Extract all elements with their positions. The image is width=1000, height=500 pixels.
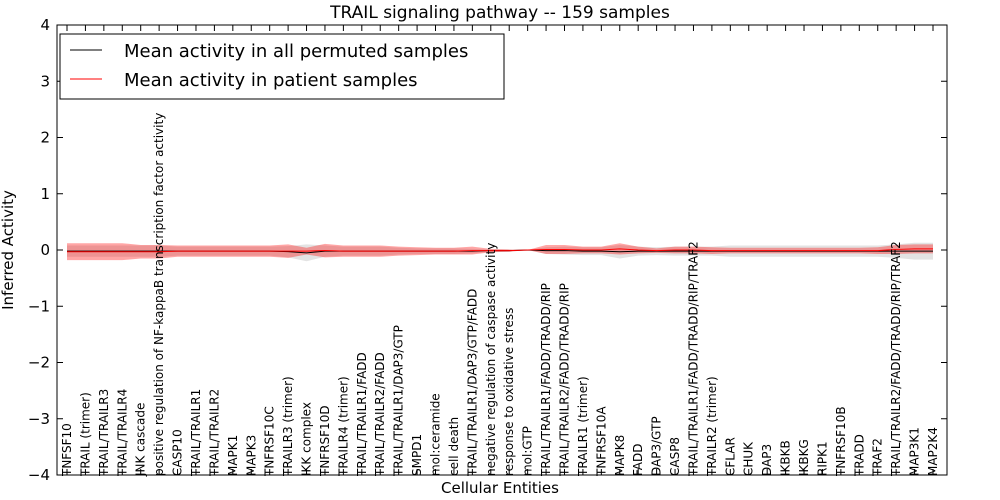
x-tick-label: TRAIL/TRAILR1/FADD bbox=[355, 352, 369, 477]
y-tick-label: 1 bbox=[40, 185, 50, 203]
band-permuted bbox=[67, 242, 933, 262]
x-tick-label: TNFRSF10C bbox=[263, 406, 277, 477]
x-tick-label: CASP8 bbox=[668, 437, 682, 476]
x-tick-label: TRAIL/TRAILR2/FADD/TRADD/RIP/TRAF2 bbox=[889, 241, 903, 477]
y-tick-label: −1 bbox=[28, 297, 50, 315]
x-tick-label: MAP2K4 bbox=[926, 427, 940, 476]
y-tick-label: −2 bbox=[28, 354, 50, 372]
x-tick-label: mol:GTP bbox=[521, 426, 535, 476]
x-tick-label: TRAILR2 (trimer) bbox=[705, 376, 719, 477]
plot-area bbox=[67, 242, 933, 262]
y-axis-label: Inferred Activity bbox=[0, 190, 17, 310]
x-tick-label: TNFRSF10B bbox=[834, 406, 848, 477]
x-tick-label: TRAIL/TRAILR1 bbox=[189, 389, 203, 477]
chart-title: TRAIL signaling pathway -- 159 samples bbox=[329, 3, 670, 23]
x-tick-label: IKK complex bbox=[300, 402, 314, 476]
y-tick-label: 2 bbox=[40, 129, 50, 147]
legend-box bbox=[59, 33, 505, 100]
x-tick-label: negative regulation of caspase activity bbox=[484, 243, 498, 476]
legend-label-permuted: Mean activity in all permuted samples bbox=[124, 41, 468, 62]
x-tick-label: MAPK3 bbox=[244, 435, 258, 476]
x-tick-label: MAPK8 bbox=[613, 435, 627, 476]
x-tick-label: TRAIL/TRAILR3 bbox=[97, 389, 111, 477]
x-tick-label: TRAIL/TRAILR2 bbox=[207, 389, 221, 477]
x-tick-label: TNFSF10 bbox=[60, 423, 74, 477]
x-tick-label: TRAIL/TRAILR2/FADD/TRADD/RIP bbox=[557, 283, 571, 477]
x-tick-label: TRAIL/TRAILR1/DAP3/GTP/FADD bbox=[465, 289, 479, 477]
x-tick-label: TRAF2 bbox=[871, 438, 885, 477]
x-tick-label: positive regulation of NF-kappaB transcr… bbox=[152, 113, 166, 476]
plot-frame bbox=[56, 24, 948, 476]
x-tick-label: TRAILR4 (trimer) bbox=[336, 376, 350, 477]
x-axis-label: Cellular Entities bbox=[441, 479, 559, 497]
y-tick-label: −3 bbox=[28, 410, 50, 428]
y-tick-label: 3 bbox=[40, 72, 50, 90]
x-axis bbox=[66, 25, 934, 475]
x-tick-label: MAP3K1 bbox=[908, 427, 922, 476]
x-tick-label: TRAIL/TRAILR4 bbox=[115, 389, 129, 477]
x-tick-label: TRAIL/TRAILR2/FADD bbox=[373, 352, 387, 477]
x-tick-label: TRAIL/TRAILR1/DAP3/GTP bbox=[392, 325, 406, 477]
x-tick-label: TNFRSF10A bbox=[594, 406, 608, 477]
band-patient bbox=[67, 243, 933, 261]
x-tick-label: SMPD1 bbox=[410, 434, 424, 476]
x-tick-label: TRAILR1 (trimer) bbox=[576, 376, 590, 477]
x-tick-label: TNFRSF10D bbox=[318, 405, 332, 477]
line-patient bbox=[67, 248, 933, 253]
x-tick-label: MAPK1 bbox=[226, 435, 240, 476]
x-tick-label: CFLAR bbox=[723, 437, 737, 476]
y-tick-label: −4 bbox=[28, 466, 50, 484]
y-tick-label: 0 bbox=[40, 241, 50, 259]
x-tick-label: CASP10 bbox=[171, 429, 185, 476]
x-tick-label: TRAIL (trimer) bbox=[78, 392, 92, 477]
x-tick-label: mol:ceramide bbox=[429, 393, 443, 476]
x-tick-label: TRAILR3 (trimer) bbox=[281, 376, 295, 477]
legend: Mean activity in all permuted samples Me… bbox=[59, 33, 505, 100]
y-axis: −4 −3 −2 −1 0 1 2 3 4 bbox=[28, 16, 947, 484]
x-tick-label: CHUK bbox=[742, 441, 756, 476]
x-tick-label: FADD bbox=[631, 444, 645, 477]
x-tick-label: IKBKB bbox=[779, 440, 793, 476]
x-tick-label: DAP3 bbox=[760, 444, 774, 476]
legend-label-patient: Mean activity in patient samples bbox=[124, 70, 418, 91]
x-tick-label: RIPK1 bbox=[815, 441, 829, 476]
y-tick-label: 4 bbox=[40, 16, 50, 34]
x-tick-label: cell death bbox=[447, 417, 461, 476]
x-tick-label: TRAIL/TRAILR1/FADD/TRADD/RIP/TRAF2 bbox=[686, 241, 700, 477]
x-tick-label: TRADD bbox=[852, 434, 866, 477]
x-tick-label: TRAIL/TRAILR1/FADD/TRADD/RIP bbox=[539, 283, 553, 477]
x-tick-label: JNK cascade bbox=[134, 403, 148, 477]
x-tick-label: response to oxidative stress bbox=[502, 308, 516, 476]
x-tick-label: IKBKG bbox=[797, 439, 811, 476]
category-labels: TNFSF10 TRAIL (trimer) TRAIL/TRAILR3 TRAIL/… bbox=[60, 113, 940, 477]
x-tick-label: DAP3/GTP bbox=[650, 416, 664, 476]
